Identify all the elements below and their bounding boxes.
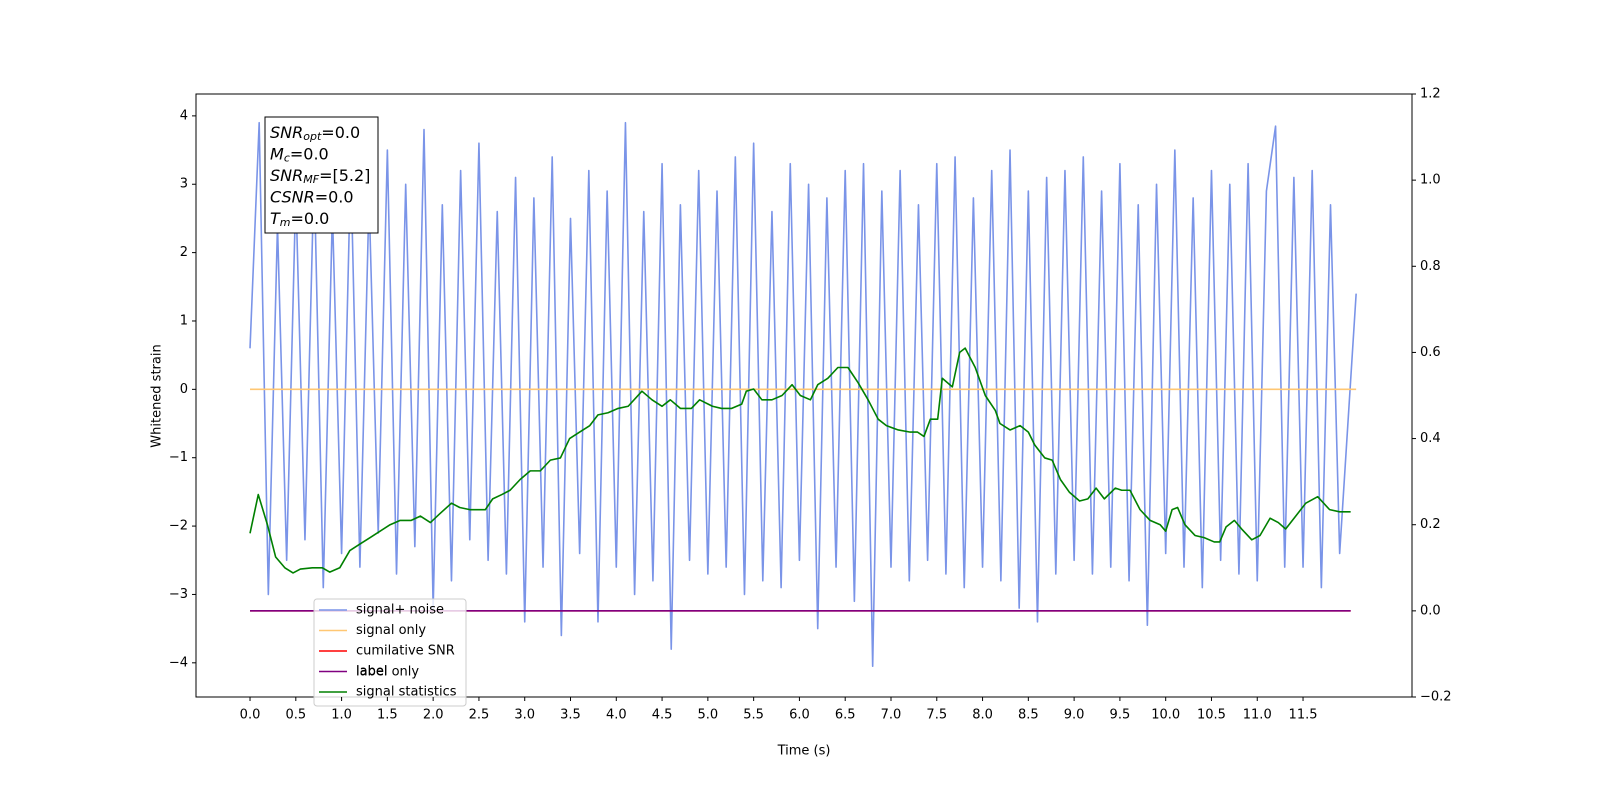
x-tick-label: 5.5 [743,708,764,723]
x-tick-label: 3.0 [514,708,535,723]
x-tick-label: 0.5 [285,708,306,723]
info-value: =0.0 [290,144,329,163]
info-box: SNRopt=0.0Mc=0.0SNRMF=[5.2]CSNR=0.0Tm=0.… [264,116,379,234]
legend-label: cumilative SNR [356,644,455,659]
info-line: CSNR=0.0 [270,187,354,206]
y2-tick-label: 0.0 [1420,603,1441,618]
info-value: =[5.2] [319,166,370,185]
info-line: SNRopt=0.0 [270,123,360,144]
info-value: =0.0 [291,209,330,228]
info-value: =0.0 [321,123,360,142]
info-box-frame [264,116,379,234]
x-tick-label: 6.0 [789,708,810,723]
legend-label: signal+ noise [356,603,444,618]
y-tick-label: −1 [169,450,188,465]
y-tick-label: −4 [169,655,188,670]
x-tick-label: 6.5 [835,708,856,723]
info-symbol: T [270,209,281,228]
x-tick-label: 10.5 [1197,708,1226,723]
legend-frame [313,598,467,707]
y-tick-label: −3 [169,587,188,602]
y2-tick-label: 0.4 [1420,431,1441,446]
x-tick-label: 7.5 [926,708,947,723]
y2-tick-label: 0.8 [1420,259,1441,274]
y-tick-label: 2 [180,245,188,260]
y2-tick-label: 1.2 [1420,87,1441,102]
y-axis-label: Whitened strain [150,344,165,447]
x-tick-label: 9.0 [1064,708,1085,723]
x-tick-label: 4.0 [606,708,627,723]
x-axis-label: Time (s) [777,744,831,759]
axes-frame [195,93,1413,698]
y-tick-label: 3 [180,177,188,192]
x-tick-label: 0.0 [240,708,261,723]
info-subscript: m [280,216,291,229]
x-tick-label: 1.5 [377,708,398,723]
x-tick-label: 11.5 [1289,708,1318,723]
legend: signal+ noise signal only cumilative SNR la… [313,598,467,707]
annotation: label only [356,665,419,680]
x-tick-label: 2.0 [423,708,444,723]
x-tick-label: 10.0 [1151,708,1180,723]
y-tick-label: 4 [180,108,188,123]
y2-tick-label: 0.2 [1420,517,1441,532]
info-subscript: c [284,152,290,165]
x-tick-label: 7.0 [881,708,902,723]
info-line: Mc=0.0 [270,144,329,165]
x-tick-label: 4.5 [652,708,673,723]
info-value: =0.0 [315,187,354,206]
x-tick-label: 5.0 [698,708,719,723]
legend-label: signal statistics [356,685,457,700]
legend-label: label [356,664,387,679]
x-tick-label: 9.5 [1110,708,1131,723]
info-line: Tm=0.0 [270,209,329,230]
x-tick-label: 8.5 [1018,708,1039,723]
x-tick-label: 11.0 [1243,708,1272,723]
y-tick-label: 1 [180,313,188,328]
info-line: SNRMF=[5.2] [270,166,370,187]
info-subscript: MF [303,173,319,186]
x-tick-label: 8.0 [972,708,993,723]
y2-tick-label: 1.0 [1420,173,1441,188]
y2-tick-label: 0.6 [1420,345,1441,360]
x-tick-label: 3.5 [560,708,581,723]
y-tick-label: 0 [180,382,188,397]
info-symbol: CSNR [270,187,315,206]
info-symbol: SNR [270,123,303,142]
series-line [249,347,1351,574]
x-tick-label: 2.5 [469,708,490,723]
info-subscript: opt [303,130,322,143]
y-tick-label: −2 [169,519,188,534]
x-tick-label: 1.0 [331,708,352,723]
legend-label: signal only [356,623,426,638]
info-symbol: M [270,144,284,163]
info-symbol: SNR [270,166,303,185]
y2-tick-label: −0.2 [1420,690,1452,705]
